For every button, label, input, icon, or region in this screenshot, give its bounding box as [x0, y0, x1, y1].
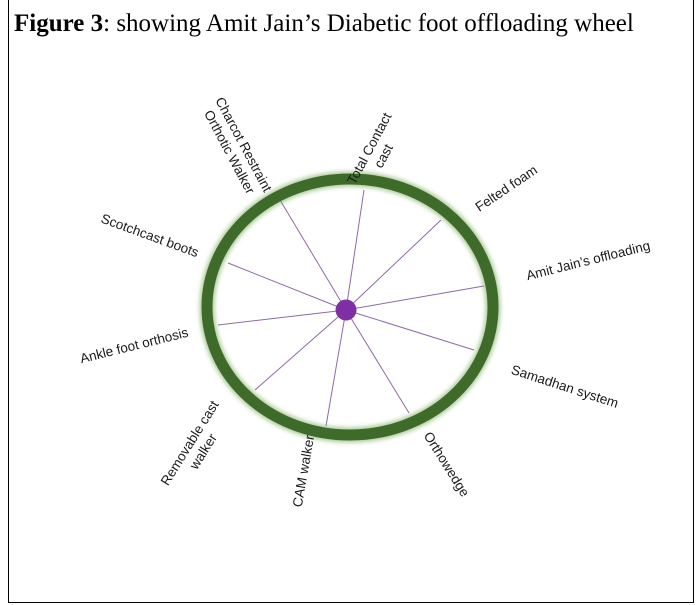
wheel-spokes: [217, 189, 485, 427]
wheel-hub: [335, 299, 357, 321]
wheel-item-label: Removable castwalker: [158, 398, 236, 497]
figure-caption: Figure 3: showing Amit Jain’s Diabetic f…: [14, 9, 654, 39]
wheel-item-label-line: Amit Jain’s offloading: [525, 238, 652, 283]
wheel-item-label-line: Scotchcast boots: [99, 211, 201, 260]
wheel-spoke: [325, 309, 347, 427]
wheel-spoke: [345, 189, 365, 311]
wheel-item-label: Samadhan system: [509, 362, 620, 411]
wheel-spoke: [276, 194, 347, 311]
wheel-item-label: CAM walker: [290, 433, 317, 508]
wheel-item-label-line: Felted foam: [473, 162, 540, 214]
wheel-spoke: [345, 309, 410, 414]
wheel-spoke: [345, 219, 442, 311]
wheel-item-label: Scotchcast boots: [99, 211, 201, 260]
figure-caption-text: : showing Amit Jain’s Diabetic foot offl…: [103, 10, 634, 37]
wheel-item-label-line: Ankle foot orthosis: [78, 325, 190, 366]
wheel-item-label: Ankle foot orthosis: [78, 325, 190, 366]
wheel-spoke: [227, 262, 347, 311]
wheel-item-label-line: CAM walker: [290, 433, 317, 508]
wheel-spoke: [345, 285, 485, 311]
wheel-item-label-line: Orthowedge: [421, 429, 473, 499]
wheel-spoke: [254, 309, 347, 391]
figure-number: Figure 3: [14, 10, 104, 37]
wheel-item-label: Orthowedge: [421, 429, 473, 499]
wheel-spoke: [345, 309, 475, 351]
wheel-item-label: Felted foam: [473, 162, 540, 214]
wheel-item-label-line: Samadhan system: [509, 362, 620, 411]
wheel-rim: [199, 171, 501, 443]
wheel-item-label: Amit Jain’s offloading: [525, 238, 652, 283]
wheel-item-label: Charcot RestraintOrthotic Walker: [198, 95, 275, 203]
wheel-spoke: [217, 309, 347, 326]
